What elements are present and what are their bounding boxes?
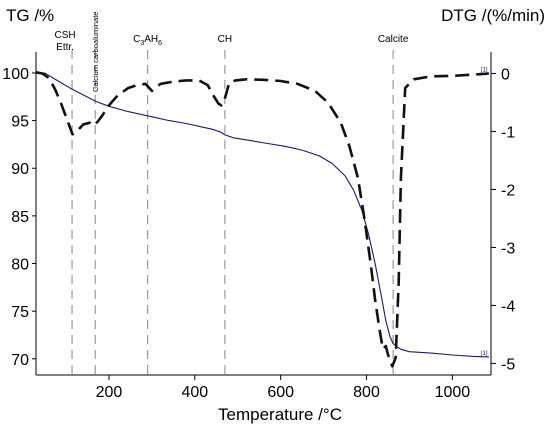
- x-axis-title: Temperature /°C: [218, 405, 342, 424]
- y-right-tick-label: -2: [501, 182, 515, 199]
- y-right-axis-ticks: 0 -1 -2 -3 -4 -5: [491, 66, 515, 373]
- y-left-tick-label: 80: [11, 257, 29, 274]
- y-left-tick-label: 85: [11, 209, 29, 226]
- y-left-tick-label: 100: [2, 66, 29, 83]
- x-axis-ticks: 200 400 600 800 1000: [96, 375, 471, 401]
- x-tick-label: 400: [181, 384, 208, 401]
- y-left-axis-ticks: 70 75 80 85 90 95 100: [2, 66, 36, 369]
- annotation-label: CH: [218, 34, 232, 45]
- y-right-tick-label: -5: [501, 356, 515, 373]
- series-end-tag: [1]: [481, 351, 488, 357]
- y-right-tick-label: -1: [501, 124, 515, 141]
- x-tick-label: 200: [96, 384, 123, 401]
- annotation-label: C3AH6: [133, 34, 162, 47]
- y-left-tick-label: 75: [11, 304, 29, 321]
- series-end-tag: [1]: [481, 67, 488, 73]
- annotation-label-line2: Ettr.: [56, 42, 74, 53]
- x-tick-label: 600: [267, 384, 294, 401]
- annotation-label: CSH: [54, 30, 75, 41]
- annotation-label: Calcite: [378, 34, 409, 45]
- x-tick-label: 1000: [435, 384, 471, 401]
- y-left-tick-label: 95: [11, 114, 29, 131]
- dtg-series-line: [35, 71, 489, 368]
- y-left-tick-label: 70: [11, 352, 29, 369]
- series-layer: [1] [1]: [35, 67, 489, 368]
- y-right-axis-title: DTG /(%/min): [441, 6, 545, 25]
- y-right-tick-label: -4: [501, 298, 515, 315]
- y-left-axis-title: TG /%: [6, 6, 54, 25]
- y-right-tick-label: -3: [501, 240, 515, 257]
- y-right-tick-label: 0: [501, 66, 510, 83]
- y-left-tick-label: 90: [11, 161, 29, 178]
- annotation-label: Calcium carboaluminate: [91, 12, 100, 92]
- x-tick-label: 800: [353, 384, 380, 401]
